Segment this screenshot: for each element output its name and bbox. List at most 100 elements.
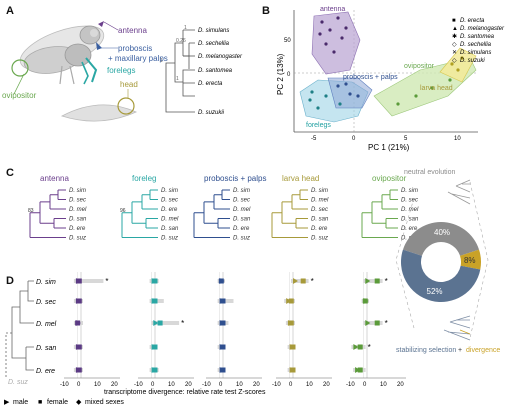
tree-3-leaf-4: D. san — [233, 217, 251, 223]
pca-xlabel: PC 1 (21%) — [368, 143, 410, 152]
female-marker-2-5 — [152, 367, 158, 373]
legend-symbol-4: ◇ — [452, 42, 457, 48]
xtick-1-4: 20 — [111, 382, 118, 388]
tree-4-leaf-4: D. san — [311, 217, 329, 223]
donut-label-3: 52% — [427, 287, 443, 296]
pca-label-larva: larva head — [420, 85, 453, 92]
female-marker-1-4 — [76, 344, 82, 350]
pca-xtick-m5: -5 — [311, 136, 317, 142]
ci-bar-4-1 — [291, 279, 309, 283]
legend-name-3: D. santomea — [460, 34, 495, 40]
legend-mixed-symbol: ◆ — [76, 399, 82, 406]
e-bottom-plus: + — [458, 347, 462, 354]
signif-star-6: * — [368, 343, 371, 352]
tree-leaf-1: D. simulans — [198, 28, 229, 34]
donut-slice-3 — [401, 249, 481, 302]
female-marker-1-3 — [75, 320, 81, 326]
tree-2-leaf-4: D. mel — [161, 217, 179, 223]
ci-bar-3-2 — [217, 299, 234, 303]
tree-3-leaf-6: D. suz — [233, 236, 250, 242]
male-marker-4-2 — [286, 298, 292, 304]
legend-symbol-3: ✱ — [452, 33, 457, 40]
xtick-3-3: 10 — [236, 382, 243, 388]
species-tree-d — [5, 280, 34, 378]
female-marker-2-2 — [152, 298, 158, 304]
xtick-5-3: 10 — [380, 382, 387, 388]
pca-ytick-0: 0 — [287, 72, 291, 78]
male-marker-2-3 — [153, 320, 159, 326]
signif-star-5: * — [385, 319, 388, 328]
pca-xtick-0: 0 — [352, 136, 356, 142]
female-marker-3-2 — [220, 298, 226, 304]
tree-1-node-value: 83 — [28, 208, 34, 214]
legend-male-symbol: ▶ — [4, 399, 10, 406]
d-xlabel: transcriptome divergence: relative rate … — [104, 389, 266, 396]
e-bottom-tree — [443, 315, 471, 341]
panel-label-a: A — [6, 5, 14, 17]
e-top-label: neutral evolution — [404, 169, 455, 176]
xtick-5-4: 20 — [397, 382, 404, 388]
tree-leaf-6: D. suzukii — [198, 110, 225, 116]
tree-title-4: larva head — [282, 174, 319, 183]
tree-2-leaf-1: D. sim — [161, 188, 178, 194]
female-marker-3-3 — [220, 320, 226, 326]
xtick-3-2: 0 — [219, 382, 223, 388]
tree-5-leaf-1: D. sim — [401, 188, 418, 194]
xtick-2-2: 0 — [151, 382, 155, 388]
male-marker-5-3 — [365, 320, 371, 326]
tree-leaf-4: D. santomea — [198, 68, 233, 74]
tree-branches-1 — [29, 189, 66, 238]
signif-star-4: * — [385, 277, 388, 286]
donut-slice-2 — [460, 249, 482, 270]
xtick-2-4: 20 — [185, 382, 192, 388]
e-brackets — [395, 181, 489, 339]
tree-3-leaf-2: D. sec — [233, 198, 250, 204]
e-bottom-label-1: stabilizing selection — [396, 347, 456, 354]
female-marker-1-5 — [76, 367, 82, 373]
tree-4-leaf-3: D. sec — [311, 207, 328, 213]
pca-ylabel: PC 2 (13%) — [276, 53, 285, 95]
node-value-3: 1 — [176, 76, 179, 82]
tree-5-leaf-2: D. sec — [401, 198, 418, 204]
legend-name-2: D. melanogaster — [460, 26, 505, 32]
tree-branches-2 — [121, 189, 158, 238]
tree-4-leaf-2: D. mel — [311, 198, 329, 204]
xtick-2-1: -10 — [134, 382, 143, 388]
legend-female: female — [47, 399, 68, 406]
legend-symbol-5: ✕ — [452, 50, 457, 56]
tree-5-leaf-5: D. ere — [401, 226, 418, 232]
legend-name-5: D. simulans — [460, 50, 491, 56]
female-marker-3-5 — [220, 367, 226, 373]
tree-3-leaf-1: D. sim — [233, 188, 250, 194]
pca-label-forelegs: forelegs — [306, 122, 331, 129]
female-marker-1-2 — [76, 298, 82, 304]
ci-bar-1-1 — [73, 279, 104, 283]
xtick-3-4: 20 — [253, 382, 260, 388]
tree-2-node-value: 96 — [120, 208, 126, 214]
female-marker-4-3 — [288, 320, 294, 326]
tree-3-leaf-3: D. mel — [233, 207, 251, 213]
e-top-tree — [447, 179, 471, 205]
female-marker-3-1 — [218, 278, 224, 284]
female-marker-5-1 — [374, 278, 380, 284]
label-head: head — [120, 80, 138, 89]
pca-xtick-10: 10 — [454, 136, 461, 142]
xtick-2-3: 10 — [168, 382, 175, 388]
female-marker-3-4 — [220, 344, 226, 350]
xtick-4-2: 0 — [289, 382, 293, 388]
signif-star-1: * — [105, 277, 108, 286]
female-marker-5-5 — [357, 367, 363, 373]
tree-leaf-3: D. melanogaster — [198, 54, 243, 60]
legend-symbol-6: ◇ — [452, 58, 457, 64]
tree-title-5: ovipositor — [372, 174, 407, 183]
d-species-3: D. mel — [36, 321, 57, 328]
e-bottom-label-2: divergence — [466, 347, 500, 354]
female-marker-1-1 — [76, 278, 82, 284]
tree-1-leaf-4: D. san — [69, 217, 87, 223]
label-ovipositor: ovipositor — [2, 91, 37, 100]
donut-chart: 40% 8% 52% — [401, 221, 482, 302]
female-marker-5-2 — [362, 298, 368, 304]
xtick-4-3: 10 — [306, 382, 313, 388]
tree-leaf-2: D. sechellia — [198, 41, 230, 47]
